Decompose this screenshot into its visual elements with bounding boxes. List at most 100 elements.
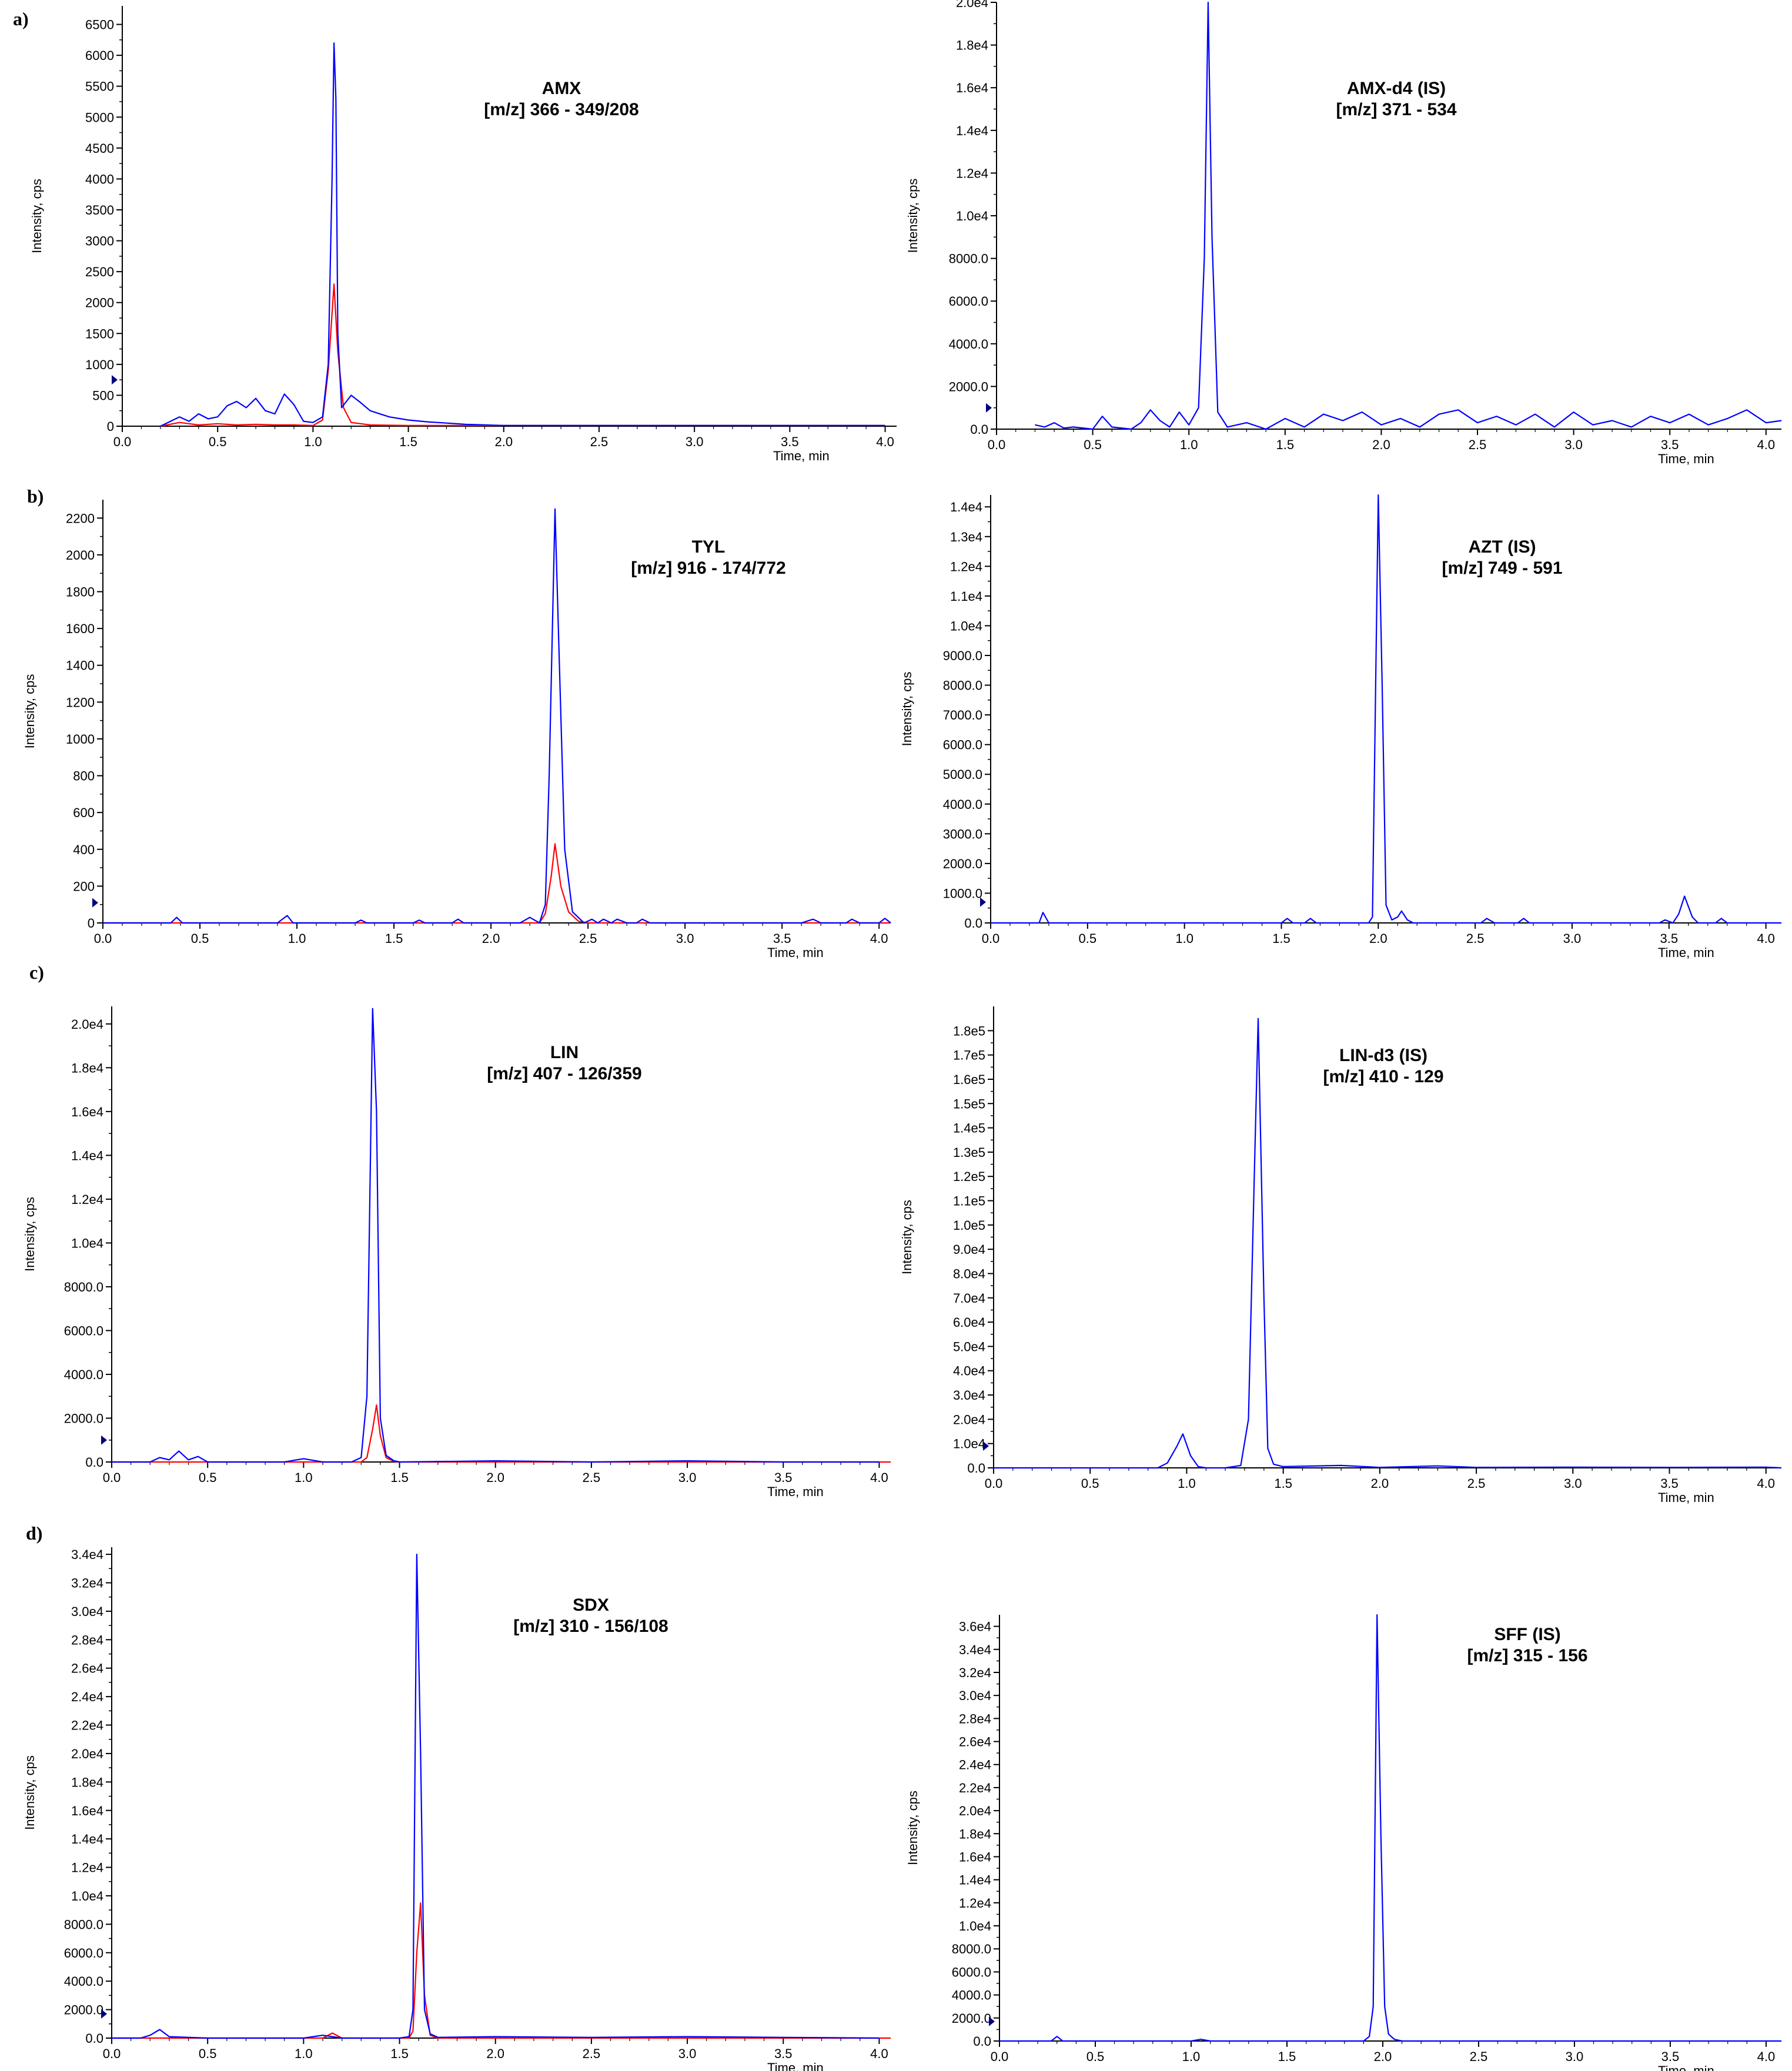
y-tick-label: 3.2e4: [71, 1576, 103, 1591]
baseline-marker: [101, 1435, 107, 1445]
y-tick-label: 1.0e4: [953, 1437, 985, 1451]
y-tick-label: 2000: [85, 296, 114, 310]
y-tick-label: 7000.0: [943, 708, 982, 722]
y-tick-label: 6000.0: [64, 1323, 103, 1338]
chart-a-right: 0.0 2000.0 4000.0 6000.0 8000.0 1.0e4 1.2e4 1.4…: [905, 0, 1782, 466]
y-tick-label: 1.1e4: [950, 589, 982, 604]
y-tick-label: 8000.0: [949, 252, 988, 266]
y-tick-label: 1000.0: [943, 886, 982, 901]
x-tick-label: 2.0: [1374, 2049, 1392, 2064]
baseline-marker: [989, 2016, 995, 2026]
y-tick-label: 0.0: [973, 2034, 991, 2049]
x-axis-label: Time, min: [1658, 2063, 1714, 2071]
x-tick-label: 1.0: [304, 434, 322, 449]
x-tick-label: 3.0: [1564, 437, 1583, 452]
y-tick-label: 8.0e4: [953, 1266, 985, 1281]
y-axis-label: Intensity, cps: [22, 1755, 37, 1830]
panel-label-d: d): [26, 1523, 43, 1544]
y-tick-label: 3000.0: [943, 827, 982, 841]
y-tick-label: 1.4e5: [953, 1121, 985, 1136]
y-axis-label: Intensity, cps: [900, 672, 914, 747]
x-tick-label: 1.5: [390, 1470, 409, 1485]
chart-title: LIN-d3 (IS): [1339, 1046, 1427, 1065]
x-tick-label: 1.0: [1182, 2049, 1201, 2064]
baseline-marker: [101, 2009, 107, 2019]
x-tick-label: 0.0: [991, 2049, 1009, 2064]
chart-c-right: 0.0 1.0e4 2.0e4 3.0e4 4.0e4 5.0e4 6.0e4 7.0e4 8.…: [900, 1006, 1782, 1505]
y-tick-label: 2000.0: [949, 379, 988, 394]
y-tick-label: 1.2e4: [956, 166, 988, 180]
y-tick-label: 0.0: [967, 1461, 985, 1476]
panel-label-c: c): [29, 962, 44, 983]
x-tick-label: 0.0: [103, 2046, 121, 2061]
y-tick-label: 1400: [66, 658, 95, 673]
baseline-marker: [112, 375, 118, 385]
y-tick-label: 8000.0: [64, 1917, 103, 1932]
y-tick-label: 1.3e5: [953, 1145, 985, 1160]
y-tick-label: 2000.0: [943, 856, 982, 871]
y-tick-label: 0.0: [85, 2031, 103, 2046]
x-tick-label: 2.0: [486, 2046, 504, 2061]
y-tick-label: 2000.0: [64, 2003, 103, 2018]
qualifier-trace: [112, 1902, 891, 2039]
x-tick-label: 0.0: [982, 931, 1000, 946]
y-tick-label: 3.0e4: [71, 1604, 103, 1619]
y-tick-label: 8000.0: [952, 1942, 991, 1956]
y-tick-label: 1200: [66, 695, 95, 710]
y-tick-label: 1.8e5: [953, 1023, 985, 1038]
x-tick-label: 0.5: [1086, 2049, 1105, 2064]
x-tick-label: 0.0: [94, 931, 112, 946]
x-tick-label: 4.0: [876, 434, 894, 449]
quantifier-trace: [994, 1018, 1782, 1469]
panel-label-b: b): [27, 486, 44, 507]
y-tick-label: 3.0e4: [959, 1688, 991, 1703]
x-tick-label: 3.5: [1661, 2049, 1680, 2064]
x-axis-label: Time, min: [767, 1484, 824, 1499]
y-tick-label: 1.6e4: [71, 1804, 103, 1818]
x-tick-label: 0.5: [199, 2046, 217, 2061]
x-tick-label: 2.5: [1469, 437, 1487, 452]
y-tick-label: 800: [73, 769, 95, 784]
x-tick-label: 2.5: [1470, 2049, 1488, 2064]
y-axis-label: Intensity, cps: [900, 1200, 914, 1274]
y-axis-label: Intensity, cps: [905, 1791, 920, 1865]
qualifier-trace: [160, 283, 885, 427]
y-tick-label: 1.2e4: [959, 1896, 991, 1911]
x-axis-label: Time, min: [767, 945, 824, 960]
y-tick-label: 200: [73, 879, 95, 894]
y-axis-label: Intensity, cps: [22, 1197, 37, 1272]
x-tick-label: 3.5: [781, 434, 799, 449]
y-tick-label: 2.4e4: [959, 1758, 991, 1772]
y-tick-label: 1.6e5: [953, 1072, 985, 1087]
x-tick-label: 1.5: [1272, 931, 1290, 946]
quantifier-trace: [991, 494, 1781, 924]
chart-subtitle: [m/z] 916 - 174/772: [631, 558, 785, 578]
x-tick-label: 1.0: [1178, 1476, 1196, 1491]
y-tick-label: 0.0: [85, 1455, 103, 1470]
chart-subtitle: [m/z] 366 - 349/208: [484, 100, 638, 119]
x-tick-label: 4.0: [1757, 2049, 1776, 2064]
x-tick-label: 1.5: [1274, 1476, 1292, 1491]
x-tick-label: 1.5: [390, 2046, 409, 2061]
y-tick-label: 4000.0: [943, 797, 982, 812]
x-axis-label: Time, min: [773, 449, 830, 463]
qualifier-trace: [103, 843, 891, 924]
chart-b-left: 0 200 400 600 800 1000 1200 1400 1600 1800 2000 220…: [22, 500, 891, 960]
x-axis-label: Time, min: [1658, 1490, 1714, 1505]
y-tick-label: 3000: [85, 234, 114, 249]
y-tick-label: 1.8e4: [956, 38, 988, 53]
chart-subtitle: [m/z] 407 - 126/359: [487, 1064, 641, 1083]
y-tick-label: 6000.0: [943, 738, 982, 752]
y-tick-label: 2200: [66, 511, 95, 526]
x-tick-label: 1.0: [1180, 437, 1198, 452]
y-tick-label: 6000.0: [949, 294, 988, 309]
y-tick-label: 2.6e4: [959, 1735, 991, 1749]
y-tick-label: 2.8e4: [959, 1711, 991, 1726]
x-tick-label: 4.0: [1757, 931, 1775, 946]
y-tick-label: 1000: [66, 732, 95, 747]
y-tick-label: 1800: [66, 585, 95, 600]
x-tick-label: 0.0: [103, 1470, 121, 1485]
x-tick-label: 3.0: [1566, 2049, 1584, 2064]
y-tick-label: 500: [92, 388, 114, 403]
